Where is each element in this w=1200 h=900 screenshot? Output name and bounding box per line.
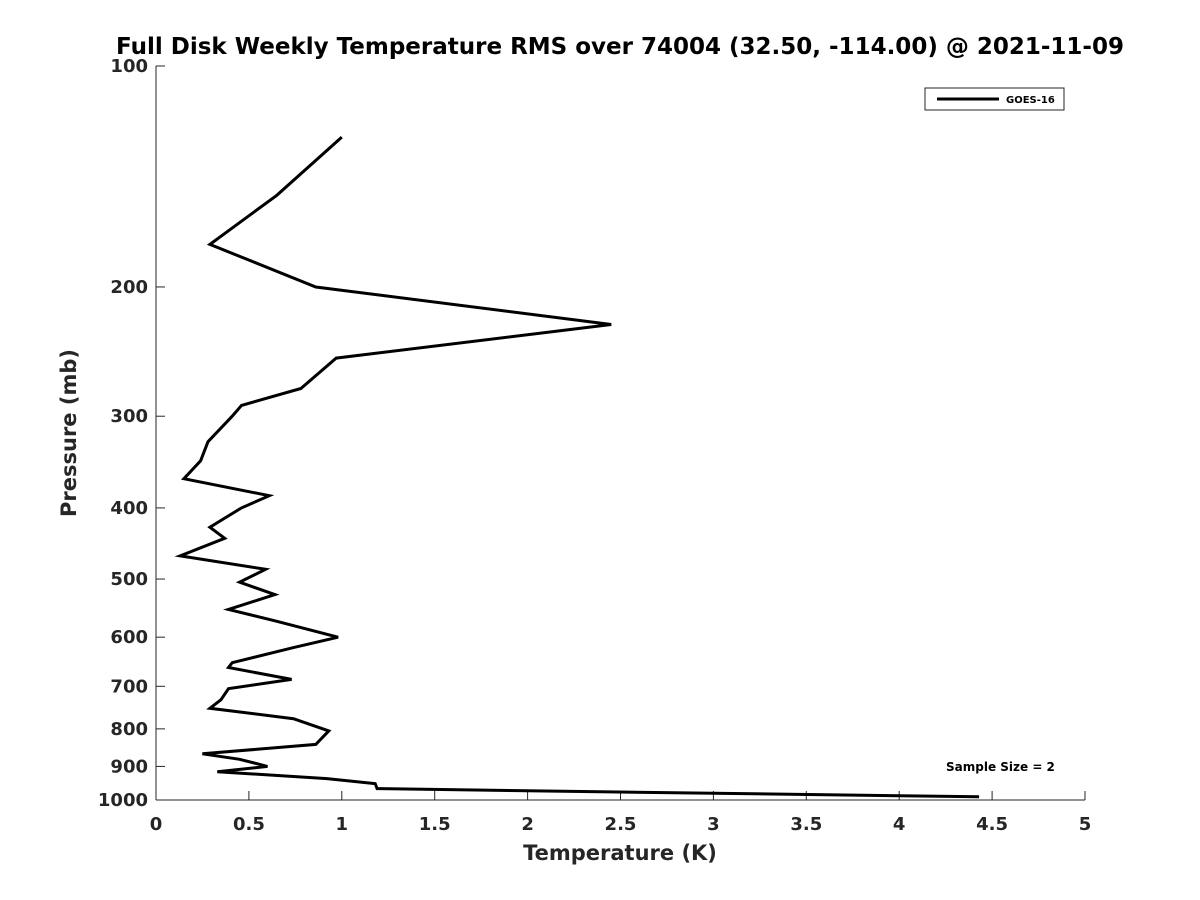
x-tick-label: 4.5 xyxy=(976,814,1008,835)
series-layer xyxy=(174,135,980,799)
y-tick-label: 900 xyxy=(110,756,148,777)
x-tick-label: 1 xyxy=(336,814,349,835)
x-tick-label: 3.5 xyxy=(790,814,822,835)
y-tick-label: 200 xyxy=(110,277,148,298)
series-line-goes-16 xyxy=(174,135,980,799)
y-ticks: 100 200 300 400 500 600 700 800 900 1000 xyxy=(98,56,165,811)
y-tick-label: 500 xyxy=(110,569,148,590)
chart-title: Full Disk Weekly Temperature RMS over 74… xyxy=(116,34,1124,60)
sample-size-annotation: Sample Size = 2 xyxy=(946,760,1055,774)
x-ticks: 0 0.5 1 1.5 2 2.5 3 3.5 4 4.5 5 xyxy=(150,791,1092,835)
y-tick-label: 400 xyxy=(110,498,148,519)
legend-label-goes-16: GOES-16 xyxy=(1006,95,1055,106)
y-tick-label: 700 xyxy=(110,676,148,697)
x-axis-label: Temperature (K) xyxy=(523,841,717,865)
x-tick-label: 3 xyxy=(707,814,720,835)
x-tick-label: 0.5 xyxy=(233,814,265,835)
y-tick-label: 800 xyxy=(110,719,148,740)
x-tick-label: 5 xyxy=(1079,814,1092,835)
x-tick-label: 2 xyxy=(521,814,534,835)
y-tick-label: 100 xyxy=(110,56,148,77)
x-tick-label: 4 xyxy=(893,814,906,835)
y-axis-label: Pressure (mb) xyxy=(57,349,81,517)
legend: GOES-16 xyxy=(924,87,1065,111)
x-tick-label: 1.5 xyxy=(419,814,451,835)
x-tick-label: 2.5 xyxy=(605,814,637,835)
y-tick-label: 600 xyxy=(110,627,148,648)
y-tick-label: 300 xyxy=(110,406,148,427)
x-tick-label: 0 xyxy=(150,814,163,835)
y-tick-label: 1000 xyxy=(98,790,148,811)
